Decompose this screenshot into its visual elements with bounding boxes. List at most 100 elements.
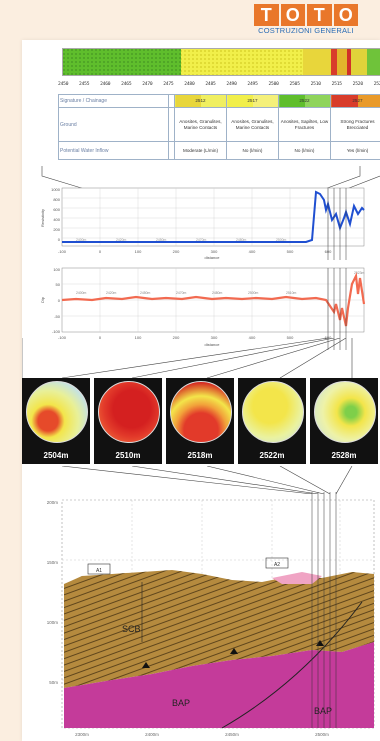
y-tick: 100m [47,620,59,625]
row-label: Signature / Chainage [58,94,169,108]
stereonet-strip: 2504m 2510m 2518m 2522m 2528m [22,378,380,500]
x-tick: 2400m [145,732,159,737]
stereonet-plot [242,381,304,443]
y-tick: 800 [53,197,60,202]
stereonet-label: 2518m [187,451,213,460]
table-cell: 2517 [226,94,279,108]
chart-annotation: 2420m [106,291,117,295]
rock-unit-label: BAP [172,698,190,708]
chainage-value: 2527 [352,98,363,104]
chainage-tick-labels: 2450 2455 2460 2465 2470 2475 2480 2485 … [58,82,380,87]
chart-annotation: 2500m [276,238,287,242]
y-tick: -100 [52,329,61,334]
x-tick: 600 [325,335,332,340]
y-axis-label: Dip [40,296,45,303]
table-cell: Anosites, Sapiltes, Low Fractures [278,107,331,142]
chainage-tick: 2450 [58,82,69,87]
stereonet: 2528m [310,378,378,464]
chart-annotation: 2470m [196,238,207,242]
chart-annotation: 2420m [116,238,127,242]
y-tick: 150m [47,560,59,565]
x-tick: 300 [211,249,218,254]
stereonet-label: 2510m [115,451,141,460]
dip-chart: 100 50 0 -50 -100 -100 0 100 200 300 400… [40,267,366,350]
table-cell: Strong Fractures Brecciated [330,107,380,142]
y-tick: 0 [58,298,61,303]
chart-annotation: 2470m [176,291,187,295]
stereonet: 2504m [22,378,90,464]
rock-unit-label: SCB [122,624,141,634]
table-cell: 2527 [330,94,380,108]
y-tick: 200m [47,500,59,505]
chart-annotation: 2480m [236,238,247,242]
x-axis-label: distance [205,255,221,260]
y-tick: 0 [58,237,61,242]
x-tick: 400 [249,249,256,254]
chainage-color-bar [62,48,380,76]
chart-annotation: 2500m [248,291,259,295]
logo-letter: T [307,4,332,26]
rock-unit-label: BAP [314,706,332,716]
x-tick: 0 [99,249,102,254]
y-tick: -50 [54,314,61,319]
chainage-tick: 2495 [247,82,258,87]
chainage-tick: 2475 [163,82,174,87]
chainage-tick: 2465 [121,82,132,87]
x-tick: 2500m [315,732,329,737]
stereonet-label: 2528m [331,451,357,460]
x-tick: 100 [135,249,142,254]
chainage-value: 2522 [299,98,310,104]
table-row: Potential Water Inflow Moderate (L/min) … [58,141,380,160]
table-cell: 2522 [278,94,331,108]
section-marker-label: A2 [274,562,280,568]
x-tick: 400 [249,335,256,340]
chainage-tick: 2485 [205,82,216,87]
section-connector-lines [61,466,353,494]
y-tick: 600 [53,207,60,212]
logo-letter: T [254,4,279,26]
chainage-tick: 2505 [289,82,300,87]
table-cell: Anosites, Granulites, Marine Contacts [174,107,227,142]
x-tick: 300 [211,335,218,340]
y-tick: 1000 [51,187,61,192]
logo-letter: O [280,4,305,26]
x-tick: 2300m [75,732,89,737]
chainage-tick: 2480 [184,82,195,87]
stereonet-plot [98,381,160,443]
chart-annotation: 2510m [286,291,297,295]
table-cell: Yes (l/min) [330,141,380,160]
stereonet-label: 2504m [43,451,69,460]
table-row: Signature / Chainage 2512 2517 2522 2527 [58,94,380,108]
logo-letter: O [333,4,358,26]
chainage-tick: 2520 [352,82,363,87]
y-axis-label: Resistivity [40,209,45,227]
chainage-value: 2512 [195,98,206,104]
chart-annotation: 2400m [76,291,87,295]
chainage-tick: 2525 [373,82,380,87]
table-cell: No (l/min) [278,141,331,160]
x-axis-label: distance [205,342,221,347]
stereonet-plot [314,381,376,443]
table-cell: Moderate (L/min) [174,141,227,160]
geological-section: A1 A2 200m 150m 100m 50m 2300m 2400m 245… [47,492,375,737]
y-tick: 50 [56,282,61,287]
chainage-tick: 2510 [310,82,321,87]
x-tick: 600 [325,249,332,254]
stereonet-plot [170,381,232,443]
x-tick: 0 [99,335,102,340]
company-logo: T O T O COSTRUZIONI GENERALI [250,4,362,38]
stereonet: 2518m [166,378,234,464]
signature-table: Signature / Chainage 2512 2517 2522 2527… [58,94,380,160]
chainage-tick: 2455 [79,82,90,87]
chainage-value: 2517 [247,98,258,104]
fan-lines [22,338,353,379]
row-label: Potential Water Inflow [58,141,169,160]
y-tick: 100 [53,267,60,272]
resistivity-series-line [62,190,365,243]
stereonet: 2522m [238,378,306,464]
y-tick: 200 [53,227,60,232]
logo-wordmark: T O T O [254,4,358,26]
table-cell: 2512 [174,94,227,108]
row-label: Ground [58,107,169,142]
x-tick: 100 [135,335,142,340]
